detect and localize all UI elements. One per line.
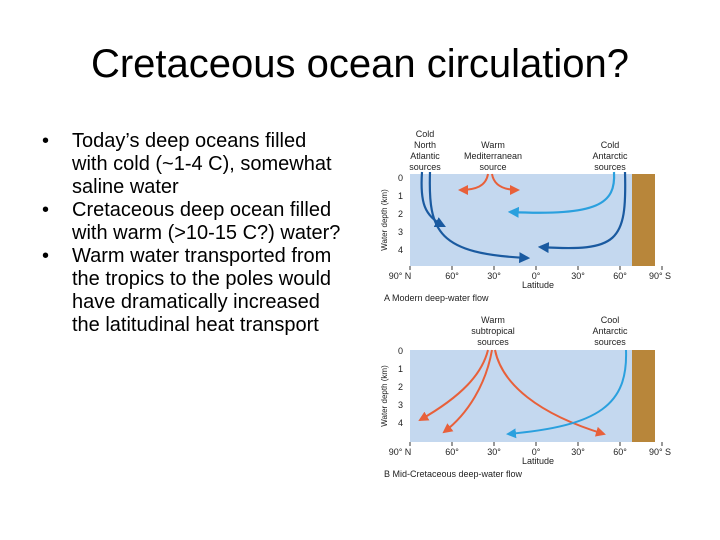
- latitude-tick: 0°: [532, 447, 541, 457]
- latitude-tick: 90° N: [389, 271, 412, 281]
- ocean-water: [410, 350, 632, 442]
- latitude-tick: 60°: [445, 271, 459, 281]
- source-label: sources: [594, 337, 626, 347]
- depth-tick: 4: [398, 245, 403, 255]
- depth-tick: 2: [398, 382, 403, 392]
- y-axis-label: Water depth (km): [380, 189, 389, 251]
- panel-b: Warm subtropical sources Cool Antarctic …: [380, 315, 671, 479]
- antarctic-land: [632, 174, 655, 266]
- panel-caption: A Modern deep-water flow: [384, 293, 489, 303]
- source-label: Warm: [481, 315, 505, 325]
- depth-tick: 1: [398, 191, 403, 201]
- depth-tick: 0: [398, 173, 403, 183]
- north-atlantic-flow-arrow: [420, 171, 446, 227]
- ocean-circulation-figure: Cold North Atlantic sources Warm Mediter…: [380, 129, 671, 479]
- source-label: Antarctic: [592, 151, 628, 161]
- latitude-tick: 90° N: [389, 447, 412, 457]
- depth-tick: 3: [398, 227, 403, 237]
- subtropical-flow-arrow: [494, 349, 606, 437]
- x-axis-label: Latitude: [522, 456, 554, 466]
- source-label: subtropical: [471, 326, 515, 336]
- bullet-item: • Warm water transported from the tropics…: [42, 245, 332, 336]
- source-label: Cold: [601, 140, 620, 150]
- source-label: Cool: [601, 315, 620, 325]
- depth-tick: 3: [398, 400, 403, 410]
- latitude-tick: 60°: [613, 447, 627, 457]
- bullet-item: • Cretaceous deep ocean filled with warm …: [42, 199, 341, 244]
- source-label: Atlantic: [410, 151, 440, 161]
- panel-caption: B Mid-Cretaceous deep-water flow: [384, 469, 523, 479]
- ocean-water: [410, 174, 632, 266]
- latitude-tick: 30°: [571, 271, 585, 281]
- subtropical-flow-arrow: [418, 349, 489, 421]
- panel-a: Cold North Atlantic sources Warm Mediter…: [380, 129, 671, 303]
- depth-tick: 0: [398, 346, 403, 356]
- bullet-list: • Today’s deep oceans filled with cold (~…: [42, 130, 342, 337]
- latitude-tick: 0°: [532, 271, 541, 281]
- latitude-tick: 30°: [571, 447, 585, 457]
- y-axis-label: Water depth (km): [380, 365, 389, 427]
- depth-tick: 1: [398, 364, 403, 374]
- source-label: Cold: [416, 129, 435, 139]
- antarctic-bottom-flow-arrow: [537, 171, 627, 254]
- source-label: sources: [594, 162, 626, 172]
- source-label: sources: [477, 337, 509, 347]
- antarctic-flow-arrow: [506, 349, 628, 439]
- source-label: Warm: [481, 140, 505, 150]
- latitude-tick: 90° S: [649, 447, 671, 457]
- antarctic-intermediate-flow-arrow: [507, 171, 616, 218]
- antarctic-land: [632, 350, 655, 442]
- latitude-tick: 30°: [487, 447, 501, 457]
- depth-tick: 2: [398, 209, 403, 219]
- depth-tick: 4: [398, 418, 403, 428]
- source-label: Antarctic: [592, 326, 628, 336]
- mediterranean-flow-arrow: [491, 173, 520, 195]
- bullet-item: • Today’s deep oceans filled with cold (~…: [42, 130, 332, 198]
- source-label: Mediterranean: [464, 151, 522, 161]
- latitude-tick: 30°: [487, 271, 501, 281]
- slide-title: Cretaceous ocean circulation?: [90, 42, 630, 86]
- latitude-tick: 90° S: [649, 271, 671, 281]
- latitude-tick: 60°: [613, 271, 627, 281]
- latitude-tick: 60°: [445, 447, 459, 457]
- north-atlantic-deep-flow-arrow: [428, 171, 531, 264]
- x-axis-label: Latitude: [522, 280, 554, 290]
- source-label: North: [414, 140, 436, 150]
- source-label: sources: [409, 162, 441, 172]
- mediterranean-flow-arrow: [458, 173, 489, 195]
- subtropical-flow-arrow: [442, 349, 493, 434]
- source-label: source: [479, 162, 506, 172]
